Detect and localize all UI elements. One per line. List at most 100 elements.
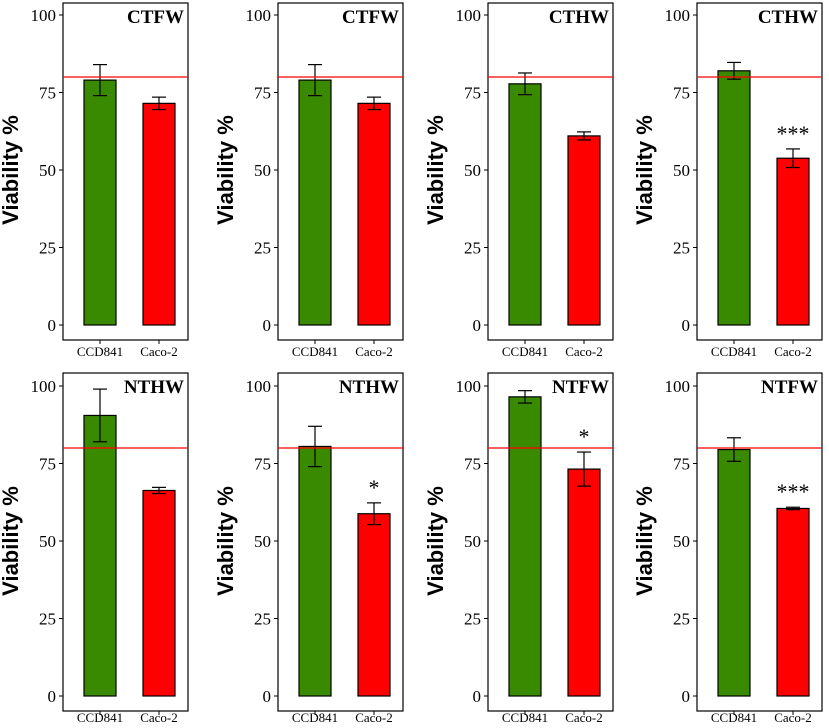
y-tick-label: 25 <box>464 239 481 258</box>
y-tick-label: 50 <box>464 532 481 551</box>
y-axis-label: Viability % <box>0 115 23 225</box>
y-tick-label: 25 <box>254 239 271 258</box>
panel-title: CTHW <box>549 7 609 28</box>
y-tick-label: 0 <box>473 316 482 335</box>
x-category-label: CCD841 <box>502 710 548 725</box>
y-tick-label: 50 <box>39 532 56 551</box>
y-tick-label: 100 <box>246 377 272 396</box>
y-tick-label: 0 <box>473 687 482 706</box>
y-tick-label: 100 <box>31 377 57 396</box>
bar-caco2 <box>567 468 601 697</box>
panel-frame <box>696 2 823 341</box>
x-category-label: Caco-2 <box>355 344 393 359</box>
chart-panel-4: 0 25 50 75 100 Viability % CCD841 *** Caco-2 CTHW <box>632 2 823 359</box>
y-tick-label: 100 <box>665 377 691 396</box>
x-category-label: Caco-2 <box>565 344 603 359</box>
y-tick-label: 75 <box>254 455 271 474</box>
y-tick-label: 100 <box>456 6 482 25</box>
y-tick-label: 0 <box>48 687 57 706</box>
bar-ccd841 <box>508 83 542 326</box>
x-category-label: Caco-2 <box>140 344 178 359</box>
x-category-label: CCD841 <box>711 344 757 359</box>
y-tick-label: 25 <box>673 239 690 258</box>
panel-frame <box>277 372 404 712</box>
y-tick-label: 75 <box>39 84 56 103</box>
panel-title: CTFW <box>127 7 184 28</box>
chart-panel-1: 0 25 50 75 100 Viability % CCD841 Caco-2 CTFW <box>0 2 189 359</box>
x-category-label: Caco-2 <box>355 710 393 725</box>
panel-title: CTFW <box>342 7 399 28</box>
y-axis-label: Viability % <box>213 115 238 225</box>
x-category-label: Caco-2 <box>140 710 178 725</box>
y-tick-label: 0 <box>682 316 691 335</box>
x-category-label: CCD841 <box>711 710 757 725</box>
x-category-label: Caco-2 <box>774 344 812 359</box>
y-tick-label: 50 <box>39 161 56 180</box>
bar-ccd841 <box>83 79 117 326</box>
chart-panel-7: 0 25 50 75 100 Viability % CCD841 * Caco-2 NTFW <box>423 372 614 725</box>
y-tick-label: 25 <box>464 610 481 629</box>
y-tick-label: 0 <box>48 316 57 335</box>
significance-label: * <box>369 475 380 500</box>
y-tick-label: 50 <box>254 161 271 180</box>
panel-frame <box>487 2 614 341</box>
y-tick-label: 100 <box>31 6 57 25</box>
x-category-label: CCD841 <box>292 344 338 359</box>
panel-frame <box>696 372 823 712</box>
y-axis-label: Viability % <box>632 486 657 596</box>
y-tick-label: 75 <box>254 84 271 103</box>
bar-ccd841 <box>717 70 751 326</box>
panel-frame <box>487 372 614 712</box>
significance-label: *** <box>777 121 810 146</box>
panel-title: CTHW <box>758 7 818 28</box>
bar-ccd841 <box>717 448 751 697</box>
chart-panel-2: 0 25 50 75 100 Viability % CCD841 Caco-2 CTFW <box>213 2 404 359</box>
panel-title: NTHW <box>339 377 399 398</box>
significance-label: *** <box>777 479 810 504</box>
panel-frame <box>62 2 189 341</box>
bar-caco2 <box>776 157 810 326</box>
bar-ccd841 <box>298 79 332 326</box>
bar-ccd841 <box>298 445 332 697</box>
x-category-label: Caco-2 <box>774 710 812 725</box>
chart-panel-3: 0 25 50 75 100 Viability % CCD841 Caco-2 CTHW <box>423 2 614 359</box>
y-tick-label: 25 <box>39 610 56 629</box>
y-tick-label: 75 <box>39 455 56 474</box>
bar-caco2 <box>142 489 176 697</box>
bar-caco2 <box>567 135 601 326</box>
panel-frame <box>277 2 404 341</box>
bar-ccd841 <box>508 396 542 697</box>
panel-frame <box>62 372 189 712</box>
panel-title: NTHW <box>124 377 184 398</box>
y-tick-label: 0 <box>263 316 272 335</box>
y-tick-label: 50 <box>673 161 690 180</box>
y-tick-label: 50 <box>673 532 690 551</box>
x-category-label: CCD841 <box>502 344 548 359</box>
significance-label: * <box>579 424 590 449</box>
chart-panel-5: 0 25 50 75 100 Viability % CCD841 Caco-2 NTHW <box>0 372 189 725</box>
x-category-label: CCD841 <box>77 344 123 359</box>
y-axis-label: Viability % <box>632 115 657 225</box>
y-tick-label: 100 <box>246 6 272 25</box>
panel-title: NTFW <box>552 377 609 398</box>
y-tick-label: 75 <box>673 84 690 103</box>
bar-caco2 <box>357 513 391 697</box>
bar-ccd841 <box>83 414 117 697</box>
y-tick-label: 100 <box>456 377 482 396</box>
y-tick-label: 100 <box>665 6 691 25</box>
panel-title: NTFW <box>761 377 818 398</box>
chart-panel-6: 0 25 50 75 100 Viability % CCD841 * Caco-2 NTHW <box>213 372 404 725</box>
y-tick-label: 75 <box>464 84 481 103</box>
bar-caco2 <box>776 507 810 697</box>
y-tick-label: 0 <box>682 687 691 706</box>
bar-caco2 <box>357 102 391 326</box>
y-tick-label: 50 <box>254 532 271 551</box>
x-category-label: CCD841 <box>77 710 123 725</box>
y-axis-label: Viability % <box>0 486 23 596</box>
y-axis-label: Viability % <box>213 486 238 596</box>
x-category-label: CCD841 <box>292 710 338 725</box>
x-category-label: Caco-2 <box>565 710 603 725</box>
y-axis-label: Viability % <box>423 486 448 596</box>
y-tick-label: 50 <box>464 161 481 180</box>
